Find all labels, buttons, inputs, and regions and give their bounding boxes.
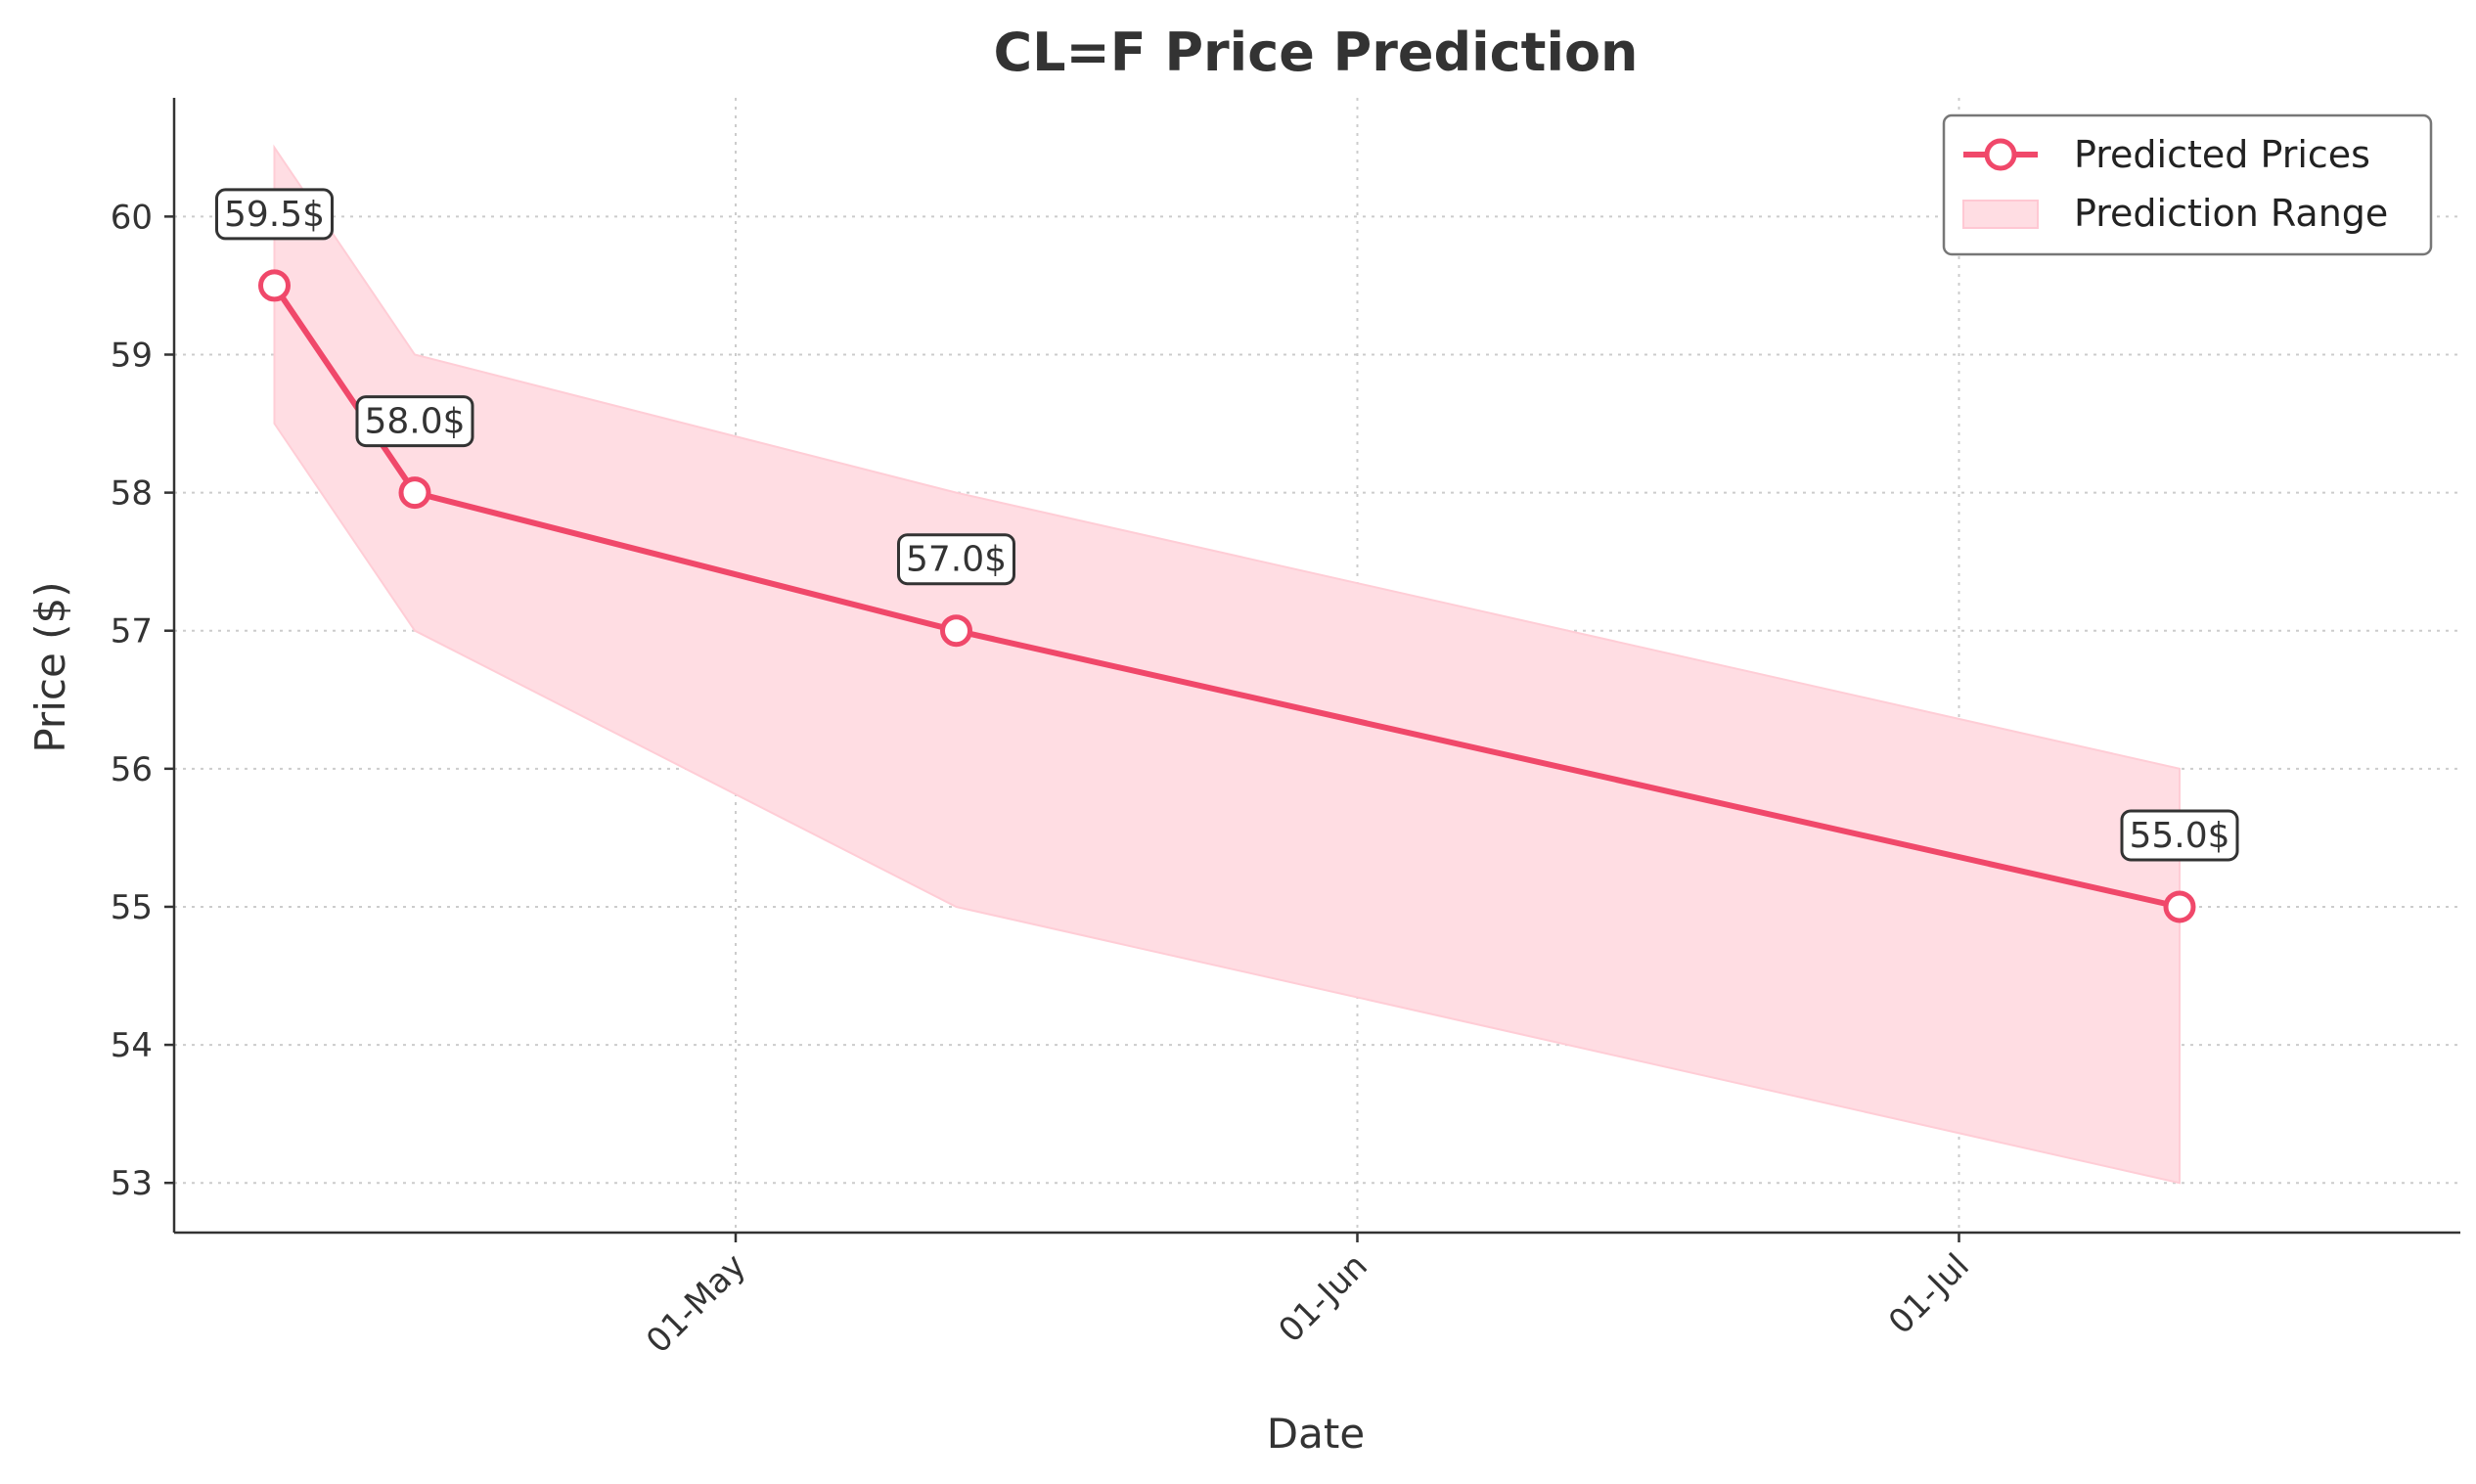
y-tick-label: 59 <box>111 336 153 375</box>
data-label: 59.5$ <box>224 195 325 235</box>
y-axis-label: Price ($) <box>26 581 74 752</box>
data-label: 58.0$ <box>364 402 465 442</box>
prediction-range-area <box>273 144 2181 1185</box>
y-tick-label: 55 <box>111 888 153 927</box>
data-label-box <box>897 533 1015 586</box>
data-labels: 59.5$ 58.0$ 57.0$ 55.0$ <box>215 188 2239 862</box>
legend-marker-swatch <box>1984 138 2017 171</box>
predicted-prices-line <box>272 284 2181 910</box>
y-tick-label: 60 <box>111 198 153 237</box>
chart-title: CL=F Price Prediction <box>994 22 1639 83</box>
data-label-box <box>215 188 334 241</box>
predicted-price-point <box>258 269 291 302</box>
x-tick-label: 01-Jun <box>1271 1246 1374 1350</box>
predicted-price-point <box>2163 890 2196 923</box>
legend: Predicted Prices Prediction Range <box>1942 113 2433 256</box>
data-label: 57.0$ <box>906 540 1007 580</box>
x-axis-label: Date <box>1267 1410 1365 1458</box>
legend-label-predicted-prices: Predicted Prices <box>2074 133 2370 176</box>
legend-label-prediction-range: Prediction Range <box>2074 192 2388 235</box>
prediction-range-band <box>273 144 2181 1185</box>
y-tick-label: 54 <box>111 1026 153 1065</box>
legend-box <box>1942 113 2433 256</box>
predicted-price-point <box>940 614 972 648</box>
predicted-prices-series <box>258 269 2196 923</box>
data-label-box <box>2120 809 2239 862</box>
y-tick-label: 53 <box>111 1164 153 1203</box>
x-tick-label: 01-Jul <box>1881 1246 1977 1342</box>
predicted-price-point <box>398 476 431 510</box>
data-label-box <box>355 395 474 448</box>
y-tick-label: 56 <box>111 750 153 789</box>
y-tick-label: 58 <box>111 474 153 514</box>
data-label: 55.0$ <box>2129 816 2229 856</box>
y-tick-label: 57 <box>111 612 153 652</box>
legend-range-swatch <box>1962 200 2039 229</box>
x-tick-label: 01-May <box>639 1246 753 1361</box>
